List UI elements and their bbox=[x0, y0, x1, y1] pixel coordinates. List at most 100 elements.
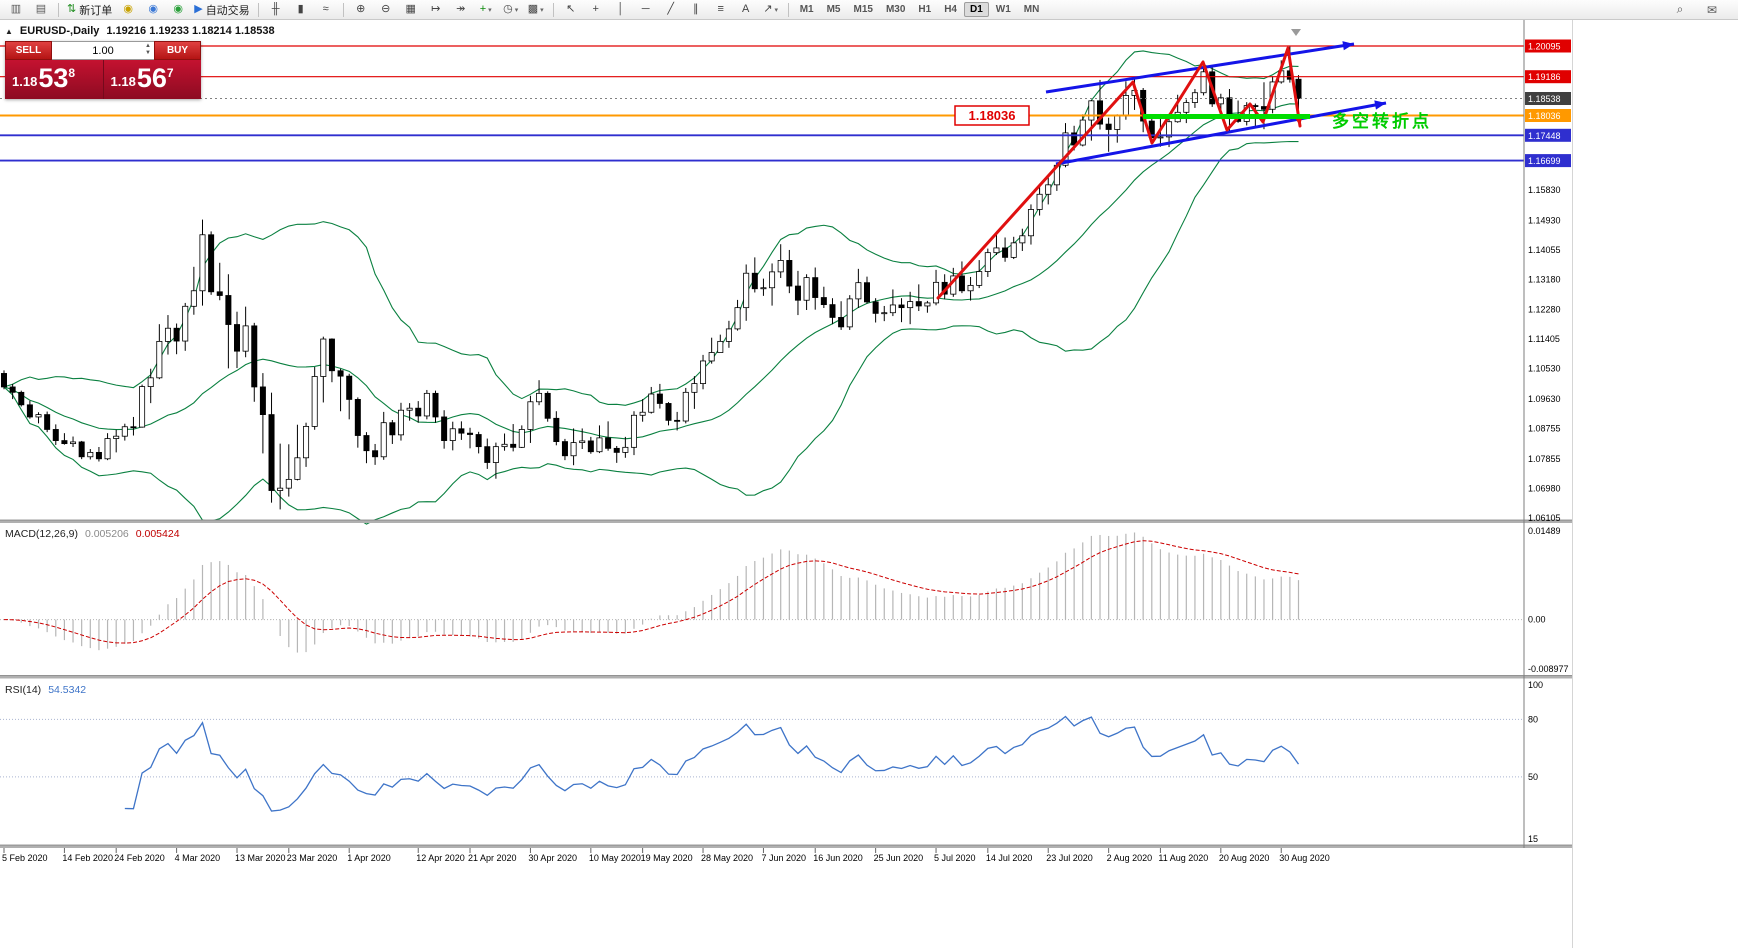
svg-text:1.15830: 1.15830 bbox=[1528, 185, 1561, 195]
chart-shift-icon[interactable]: ↠ bbox=[449, 1, 473, 18]
chart-shift-marker[interactable] bbox=[1291, 29, 1301, 36]
svg-text:28 May 2020: 28 May 2020 bbox=[701, 853, 753, 863]
svg-text:80: 80 bbox=[1528, 714, 1538, 724]
periods-icon[interactable]: ◷ ▾ bbox=[499, 1, 523, 18]
indicators-icon[interactable]: + ▾ bbox=[474, 1, 498, 18]
new-order-button[interactable]: ⇅ 新订单 bbox=[64, 1, 115, 18]
macd-value-main: 0.005206 bbox=[84, 528, 129, 540]
channel-icon[interactable]: ∥ bbox=[684, 1, 708, 18]
timeframe-m5[interactable]: M5 bbox=[826, 4, 841, 15]
new-order-icon: ⇅ bbox=[67, 3, 77, 15]
volume-input[interactable]: 1.00 ▲ ▼ bbox=[52, 41, 154, 60]
auto-scroll-icon[interactable]: ↦ bbox=[424, 1, 448, 18]
svg-text:23 Mar 2020: 23 Mar 2020 bbox=[287, 853, 338, 863]
macd-legend: MACD(12,26,9) 0.005206 0.005424 bbox=[5, 528, 180, 540]
zoom-in-icon[interactable]: ⊕ bbox=[349, 1, 373, 18]
crosshair-icon[interactable]: + bbox=[584, 1, 608, 18]
arrow-tools-icon-glyph: ↗ bbox=[763, 3, 773, 15]
volume-up-icon[interactable]: ▲ bbox=[145, 43, 151, 49]
ohlc-label: 1.19216 1.19233 1.18214 1.18538 bbox=[106, 25, 275, 37]
date-axis[interactable]: 5 Feb 2020 14 Feb 2020 24 Feb 2020 4 Mar 20… bbox=[2, 848, 1330, 863]
timeframe-m15[interactable]: M15 bbox=[853, 4, 873, 15]
templates-icon[interactable]: ▩ ▾ bbox=[524, 1, 548, 18]
timeframe-m30[interactable]: M30 bbox=[885, 4, 906, 15]
toolbar: ▥ ▤ ⇅ 新订单 ◉ ◉ ◉ ▶ 自动交易 ╫ ▮ ≈ ⊕ ⊖ ▦ ↦ ↠ + ▾ ◷ ▾ ▩ ▾ ↖ + │ ─ ╱ ∥ ≡ A ↗ ▾ M1… bbox=[0, 0, 1738, 20]
zoom-out-icon-glyph: ⊖ bbox=[381, 3, 391, 15]
autotrading-button[interactable]: ▶ 自动交易 bbox=[191, 1, 252, 18]
note-text[interactable]: 多空转折点 bbox=[1332, 111, 1432, 131]
periods-icon-glyph: ◷ bbox=[503, 3, 513, 15]
svg-text:2 Aug 2020: 2 Aug 2020 bbox=[1107, 853, 1153, 863]
chart-canvas[interactable]: 1.15830 1.14930 1.14055 1.13180 1.12280 1.114… bbox=[0, 20, 1572, 900]
svg-text:21 Apr 2020: 21 Apr 2020 bbox=[468, 853, 517, 863]
pane-separators[interactable] bbox=[0, 519, 1572, 848]
timeframe-d1[interactable]: D1 bbox=[964, 2, 989, 17]
svg-text:1.18036: 1.18036 bbox=[1528, 111, 1561, 121]
candlestick-chart-icon-glyph: ▮ bbox=[297, 3, 304, 15]
new-chart-icon[interactable]: ▥ bbox=[4, 1, 28, 18]
timeframe-w1[interactable]: W1 bbox=[995, 4, 1011, 15]
accounts-icon[interactable]: ◉ bbox=[141, 1, 165, 18]
buy-price-button[interactable]: 1.18 56 7 bbox=[102, 60, 202, 99]
svg-text:1 Apr 2020: 1 Apr 2020 bbox=[347, 853, 391, 863]
svg-text:10 May 2020: 10 May 2020 bbox=[589, 853, 641, 863]
text-icon[interactable]: A bbox=[734, 1, 758, 18]
templates-icon-glyph: ▩ bbox=[527, 3, 539, 15]
sell-price-button[interactable]: 1.18 53 8 bbox=[5, 60, 103, 99]
svg-text:1.13180: 1.13180 bbox=[1528, 274, 1561, 284]
trendline-icon[interactable]: ╱ bbox=[659, 1, 683, 18]
horizontal-line-icon[interactable]: ─ bbox=[634, 1, 658, 18]
market-icon[interactable]: ◉ bbox=[166, 1, 190, 18]
volume-stepper[interactable]: ▲ ▼ bbox=[145, 43, 151, 57]
svg-text:12 Apr 2020: 12 Apr 2020 bbox=[416, 853, 465, 863]
cursor-icon[interactable]: ↖ bbox=[559, 1, 583, 18]
tile-windows-icon[interactable]: ▦ bbox=[399, 1, 423, 18]
svg-text:1.06105: 1.06105 bbox=[1528, 513, 1561, 523]
toolbar-separator bbox=[787, 2, 789, 17]
bar-chart-icon[interactable]: ╫ bbox=[264, 1, 288, 18]
chat-icon[interactable]: ✉ bbox=[1706, 2, 1718, 17]
candlestick-chart-icon[interactable]: ▮ bbox=[289, 1, 313, 18]
vertical-line-icon[interactable]: │ bbox=[609, 1, 633, 18]
market-icon-glyph: ◉ bbox=[173, 3, 184, 15]
trendline-lower[interactable] bbox=[1055, 100, 1387, 166]
fibonacci-icon-glyph: ≡ bbox=[717, 3, 724, 15]
buy-price-big: 56 bbox=[136, 63, 167, 93]
indicators-icon-caret: ▾ bbox=[488, 6, 492, 14]
trendline-icon-glyph: ╱ bbox=[667, 3, 674, 15]
profiles-icon-glyph: ▤ bbox=[35, 3, 47, 15]
timeframe-mn[interactable]: MN bbox=[1023, 4, 1040, 15]
deposit-icon-glyph: ◉ bbox=[123, 3, 134, 15]
svg-text:1.18036: 1.18036 bbox=[969, 108, 1016, 123]
fibonacci-icon[interactable]: ≡ bbox=[709, 1, 733, 18]
svg-text:15: 15 bbox=[1528, 834, 1538, 844]
volume-down-icon[interactable]: ▼ bbox=[145, 50, 151, 57]
rsi-label: RSI(14) bbox=[5, 684, 42, 696]
line-chart-icon[interactable]: ≈ bbox=[314, 1, 338, 18]
timeframe-m1[interactable]: M1 bbox=[799, 4, 814, 15]
price-axis[interactable]: 1.15830 1.14930 1.14055 1.13180 1.12280 1.114… bbox=[1523, 20, 1571, 848]
arrow-tools-icon[interactable]: ↗ ▾ bbox=[759, 1, 783, 18]
macd-pane bbox=[0, 532, 1524, 653]
svg-text:20 Aug 2020: 20 Aug 2020 bbox=[1219, 853, 1270, 863]
macd-label: MACD(12,26,9) bbox=[5, 528, 78, 540]
autotrading-button-label: 自动交易 bbox=[205, 4, 250, 17]
timeframe-h1[interactable]: H1 bbox=[918, 4, 932, 15]
indicators-icon-glyph: + bbox=[479, 3, 487, 15]
candlesticks bbox=[0, 45, 1302, 510]
periods-icon-caret: ▾ bbox=[514, 6, 519, 14]
templates-icon-caret: ▾ bbox=[540, 6, 544, 14]
sell-button[interactable]: SELL bbox=[5, 41, 52, 60]
volume-value: 1.00 bbox=[92, 44, 114, 57]
timeframe-h4[interactable]: H4 bbox=[944, 4, 957, 15]
zoom-out-icon[interactable]: ⊖ bbox=[374, 1, 398, 18]
svg-text:1.09630: 1.09630 bbox=[1528, 394, 1561, 404]
deposit-icon[interactable]: ◉ bbox=[116, 1, 140, 18]
svg-text:1.19186: 1.19186 bbox=[1528, 72, 1561, 82]
buy-button[interactable]: BUY bbox=[154, 41, 201, 60]
svg-text:7 Jun 2020: 7 Jun 2020 bbox=[761, 853, 806, 863]
price-flag[interactable]: 1.18036 bbox=[954, 105, 1030, 126]
symbol-marker-icon: ▲ bbox=[5, 26, 13, 36]
profiles-icon[interactable]: ▤ bbox=[29, 1, 53, 18]
search-icon[interactable]: ⌕ bbox=[1676, 2, 1684, 16]
